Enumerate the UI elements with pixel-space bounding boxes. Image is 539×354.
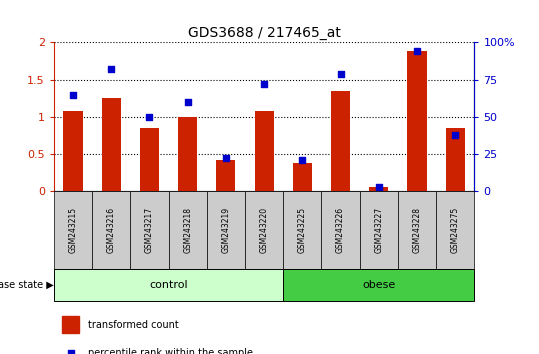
Bar bbox=[130, 191, 169, 269]
Bar bbox=[102, 98, 121, 191]
Bar bbox=[140, 128, 159, 191]
Point bbox=[183, 99, 192, 105]
Text: obese: obese bbox=[362, 280, 396, 290]
Text: GSM243220: GSM243220 bbox=[260, 207, 268, 253]
Point bbox=[375, 184, 383, 189]
Bar bbox=[216, 160, 236, 191]
Text: control: control bbox=[149, 280, 188, 290]
Point bbox=[260, 81, 268, 87]
Text: GSM243275: GSM243275 bbox=[451, 207, 460, 253]
Bar bbox=[398, 191, 436, 269]
Text: percentile rank within the sample: percentile rank within the sample bbox=[87, 348, 253, 354]
Bar bbox=[178, 117, 197, 191]
Bar bbox=[369, 188, 388, 191]
Bar bbox=[446, 128, 465, 191]
Bar bbox=[293, 163, 312, 191]
Text: GSM243227: GSM243227 bbox=[374, 207, 383, 253]
Text: disease state ▶: disease state ▶ bbox=[0, 280, 54, 290]
Text: GSM243215: GSM243215 bbox=[68, 207, 78, 253]
Bar bbox=[54, 269, 283, 301]
Text: GSM243217: GSM243217 bbox=[145, 207, 154, 253]
Point bbox=[66, 350, 75, 354]
Bar bbox=[63, 316, 79, 333]
Text: GSM243218: GSM243218 bbox=[183, 207, 192, 253]
Point bbox=[145, 114, 154, 120]
Text: GSM243225: GSM243225 bbox=[298, 207, 307, 253]
Bar bbox=[283, 269, 474, 301]
Bar bbox=[169, 191, 207, 269]
Title: GDS3688 / 217465_at: GDS3688 / 217465_at bbox=[188, 26, 341, 40]
Point bbox=[413, 48, 421, 54]
Point bbox=[451, 132, 460, 137]
Bar bbox=[254, 111, 274, 191]
Text: GSM243216: GSM243216 bbox=[107, 207, 116, 253]
Point bbox=[107, 67, 115, 72]
Bar bbox=[331, 91, 350, 191]
Bar bbox=[207, 191, 245, 269]
Text: GSM243228: GSM243228 bbox=[412, 207, 421, 253]
Bar bbox=[436, 191, 474, 269]
Point bbox=[298, 157, 307, 163]
Bar bbox=[92, 191, 130, 269]
Point bbox=[222, 156, 230, 161]
Bar bbox=[64, 111, 82, 191]
Text: GSM243226: GSM243226 bbox=[336, 207, 345, 253]
Text: GSM243219: GSM243219 bbox=[222, 207, 230, 253]
Text: transformed count: transformed count bbox=[87, 320, 178, 330]
Bar bbox=[54, 191, 92, 269]
Point bbox=[68, 92, 77, 97]
Bar bbox=[360, 191, 398, 269]
Bar bbox=[321, 191, 360, 269]
Bar bbox=[283, 191, 321, 269]
Point bbox=[336, 71, 345, 76]
Bar bbox=[407, 51, 426, 191]
Bar bbox=[245, 191, 283, 269]
